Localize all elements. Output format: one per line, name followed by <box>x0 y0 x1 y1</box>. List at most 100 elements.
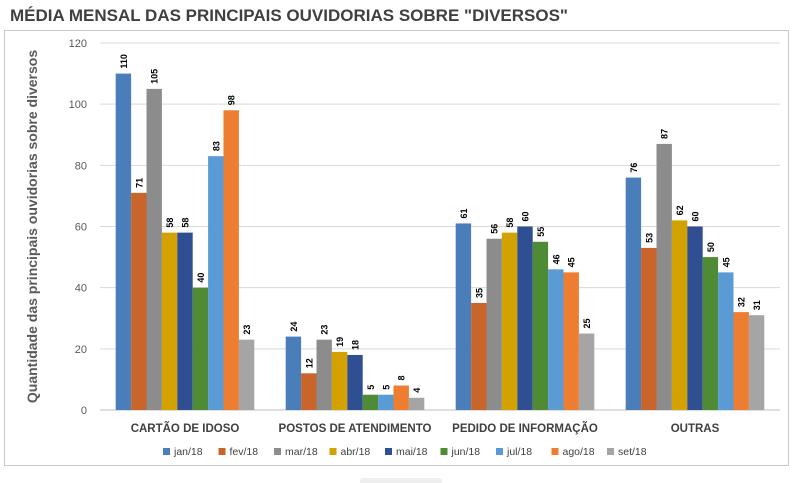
data-label: 50 <box>706 242 716 252</box>
legend-swatch <box>329 448 337 455</box>
data-label: 110 <box>119 54 129 69</box>
bar <box>285 336 302 410</box>
data-label: 4 <box>412 388 422 393</box>
legend-label: ago/18 <box>563 446 595 458</box>
data-label: 61 <box>459 208 469 218</box>
bar <box>238 339 255 410</box>
data-label: 71 <box>134 178 144 188</box>
bar <box>548 269 564 410</box>
bar <box>748 315 765 410</box>
data-label: 53 <box>644 233 654 243</box>
bar <box>347 354 363 410</box>
bar <box>517 226 533 410</box>
page-tab <box>360 478 442 483</box>
bar <box>671 220 688 410</box>
data-label: 46 <box>551 254 561 264</box>
y-tick-label: 0 <box>81 405 87 417</box>
bar <box>563 272 579 410</box>
data-label: 31 <box>752 300 762 310</box>
legend-swatch <box>551 448 559 455</box>
legend-label: jul/18 <box>506 446 532 458</box>
data-label: 32 <box>737 297 747 307</box>
legend-swatch <box>218 448 226 455</box>
data-label: 58 <box>181 218 191 228</box>
legend-label: mar/18 <box>285 446 318 458</box>
legend-label: mai/18 <box>396 446 428 458</box>
data-label: 56 <box>490 224 500 234</box>
legend-swatch <box>607 448 614 455</box>
bar <box>656 143 672 411</box>
bar <box>393 385 409 410</box>
bar <box>408 397 425 410</box>
data-label: 19 <box>335 337 345 347</box>
y-axis-ticks: 0 20 40 60 80 100 120 <box>69 38 87 417</box>
data-label: 98 <box>227 95 237 105</box>
bar <box>702 257 719 410</box>
legend: jan/18 fev/18 mar/18 abr/18 mai/18 jun/18 jul/… <box>163 446 647 458</box>
y-tick-label: 20 <box>75 344 87 356</box>
data-label: 45 <box>567 257 577 267</box>
category-label: CARTÃO DE IDOSO <box>131 422 240 435</box>
legend-swatch <box>274 448 281 455</box>
bar <box>131 192 147 410</box>
bar <box>625 177 642 410</box>
legend-label: abr/18 <box>341 446 371 458</box>
y-tick-label: 40 <box>75 283 87 295</box>
bar <box>378 394 394 410</box>
bar <box>161 232 178 410</box>
legend-swatch <box>440 448 448 455</box>
data-label: 24 <box>289 322 299 332</box>
bar <box>687 226 703 410</box>
bar <box>208 156 224 410</box>
legend-label: fev/18 <box>230 446 259 458</box>
data-label: 76 <box>629 163 639 173</box>
data-label: 60 <box>691 211 701 221</box>
data-label: 83 <box>211 141 221 151</box>
bar <box>223 110 239 411</box>
bar <box>718 272 734 410</box>
y-tick-label: 100 <box>69 99 87 111</box>
bar <box>146 88 162 410</box>
legend-swatch <box>163 448 170 455</box>
bar <box>501 232 518 410</box>
bar <box>455 223 472 410</box>
data-label: 18 <box>351 340 361 350</box>
data-label: 23 <box>320 325 330 335</box>
bar <box>316 339 332 410</box>
legend-swatch <box>496 448 503 455</box>
data-label: 5 <box>366 385 376 390</box>
bar <box>115 73 132 410</box>
data-label: 62 <box>675 205 685 215</box>
category-label: POSTOS DE ATENDIMENTO <box>279 423 432 435</box>
data-label: 5 <box>381 385 391 390</box>
legend-label: jan/18 <box>173 446 203 458</box>
y-tick-label: 60 <box>75 222 87 234</box>
data-label: 8 <box>397 376 407 381</box>
bar <box>177 232 193 410</box>
bar <box>471 302 487 410</box>
bar <box>192 287 209 410</box>
data-label: 12 <box>304 358 314 368</box>
y-tick-label: 80 <box>75 160 87 172</box>
data-label: 45 <box>721 257 731 267</box>
chart-frame <box>4 30 789 466</box>
category-label: PEDIDO DE INFORMAÇÃO <box>452 422 598 435</box>
data-label: 25 <box>582 319 592 329</box>
bar <box>733 312 749 410</box>
bars <box>115 73 765 411</box>
bar <box>578 333 595 410</box>
bar <box>641 247 657 410</box>
bar <box>331 351 348 410</box>
data-label: 58 <box>505 218 515 228</box>
bar <box>486 238 502 410</box>
legend-label: set/18 <box>618 446 647 458</box>
data-label: 58 <box>165 218 175 228</box>
y-tick-label: 120 <box>69 38 87 50</box>
data-label: 60 <box>521 211 531 221</box>
y-axis-title: Quantidade das principais ouvidorias sob… <box>24 50 40 403</box>
category-label: OUTRAS <box>671 423 720 435</box>
chart-title: MÉDIA MENSAL DAS PRINCIPAIS OUVIDORIAS S… <box>10 6 568 25</box>
legend-label: jun/18 <box>451 446 481 458</box>
